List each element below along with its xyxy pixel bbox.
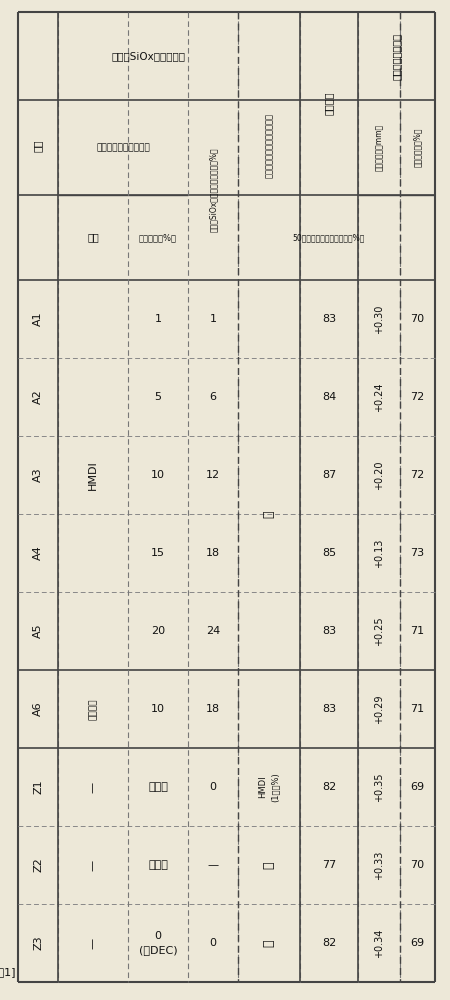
Text: 83: 83 xyxy=(322,314,336,324)
Text: 69: 69 xyxy=(410,782,424,792)
Text: A5: A5 xyxy=(33,624,43,638)
Text: A4: A4 xyxy=(33,546,43,560)
Text: +0.35: +0.35 xyxy=(374,772,384,802)
Text: 15: 15 xyxy=(151,548,165,558)
Text: [㒆1]: [㒆1] xyxy=(0,967,16,977)
Text: Z3: Z3 xyxy=(33,936,43,950)
Text: 18: 18 xyxy=(206,548,220,558)
Text: 82: 82 xyxy=(322,938,336,948)
Text: 70: 70 xyxy=(410,314,424,324)
Text: —: — xyxy=(88,937,98,949)
Text: 种类: 种类 xyxy=(87,232,99,242)
Text: 85: 85 xyxy=(322,548,336,558)
Text: 1: 1 xyxy=(210,314,216,324)
Text: 24: 24 xyxy=(206,626,220,636)
Text: 0
(仅DEC): 0 (仅DEC) xyxy=(139,931,177,955)
Text: Z2: Z2 xyxy=(33,858,43,872)
Text: 异氰己酣: 异氰己酣 xyxy=(89,698,98,720)
Text: +0.29: +0.29 xyxy=(374,694,384,724)
Text: 形成于SiOx表面的覆膜: 形成于SiOx表面的覆膜 xyxy=(111,51,185,61)
Text: +0.20: +0.20 xyxy=(374,460,384,490)
Text: A2: A2 xyxy=(33,390,43,404)
Text: +0.25: +0.25 xyxy=(374,616,384,646)
Text: 电池膨胀量（mm）: 电池膨胀量（mm） xyxy=(374,124,383,171)
Text: 6: 6 xyxy=(210,392,216,402)
Text: 71: 71 xyxy=(410,626,424,636)
Text: 10: 10 xyxy=(151,704,165,714)
Text: 容量残留率（%）: 容量残留率（%） xyxy=(413,128,422,167)
Text: HMDI
(1质量%): HMDI (1质量%) xyxy=(259,772,279,802)
Text: 循环特性: 循环特性 xyxy=(324,92,334,115)
Text: 高温充电保存特性: 高温充电保存特性 xyxy=(392,32,401,80)
Text: Z1: Z1 xyxy=(33,780,43,794)
Text: 12: 12 xyxy=(206,470,220,480)
Text: 0: 0 xyxy=(210,782,216,792)
Text: +0.33: +0.33 xyxy=(374,850,384,880)
Text: 72: 72 xyxy=(410,392,425,402)
Text: 1: 1 xyxy=(154,314,162,324)
Text: 69: 69 xyxy=(410,938,424,948)
Text: 无: 无 xyxy=(262,510,275,518)
Text: 83: 83 xyxy=(322,626,336,636)
Text: 用于形成覆膜的化合物: 用于形成覆膜的化合物 xyxy=(96,143,150,152)
Text: 20: 20 xyxy=(151,626,165,636)
Text: 18: 18 xyxy=(206,704,220,714)
Text: 77: 77 xyxy=(322,860,336,870)
Text: 浓度（质量%）: 浓度（质量%） xyxy=(139,233,177,242)
Text: 无: 无 xyxy=(262,861,275,869)
Text: 0: 0 xyxy=(210,938,216,948)
Text: 73: 73 xyxy=(410,548,424,558)
Text: +0.30: +0.30 xyxy=(374,304,384,334)
Text: 71: 71 xyxy=(410,704,424,714)
Text: —: — xyxy=(88,781,98,793)
Text: 70: 70 xyxy=(410,860,424,870)
Text: 5: 5 xyxy=(154,392,162,402)
Text: 84: 84 xyxy=(322,392,336,402)
Text: A6: A6 xyxy=(33,702,43,716)
Text: 10: 10 xyxy=(151,470,165,480)
Text: 无: 无 xyxy=(262,939,275,947)
Text: —: — xyxy=(88,859,98,871)
Text: 电池: 电池 xyxy=(33,140,43,152)
Text: 87: 87 xyxy=(322,470,336,480)
Text: 83: 83 xyxy=(322,704,336,714)
Text: +0.34: +0.34 xyxy=(374,928,384,958)
Text: 向电解液的添加物（添加量）: 向电解液的添加物（添加量） xyxy=(265,113,274,178)
Text: +0.24: +0.24 xyxy=(374,382,384,412)
Text: HMDI: HMDI xyxy=(88,460,98,490)
Text: +0.13: +0.13 xyxy=(374,538,384,568)
Text: A1: A1 xyxy=(33,312,43,326)
Text: 50次循环后的容量维持率（%）: 50次循环后的容量维持率（%） xyxy=(293,233,365,242)
Text: 82: 82 xyxy=(322,782,336,792)
Text: 相对于SiOx的覆膜的比率（摩尔%）: 相对于SiOx的覆膜的比率（摩尔%） xyxy=(208,148,217,232)
Text: 无处理: 无处理 xyxy=(148,860,168,870)
Text: —: — xyxy=(207,860,219,870)
Text: 无处理: 无处理 xyxy=(148,782,168,792)
Text: A3: A3 xyxy=(33,468,43,482)
Text: 72: 72 xyxy=(410,470,425,480)
